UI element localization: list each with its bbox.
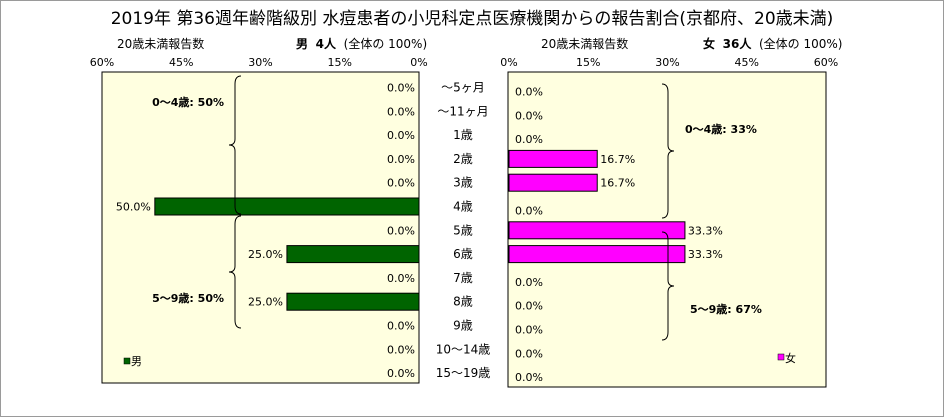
male-legend-label: 男: [131, 355, 142, 368]
male-value-label: 25.0%: [248, 296, 283, 309]
male-bar: [286, 292, 420, 311]
female-value-label: 0.0%: [515, 347, 543, 360]
female-value-label: 16.7%: [600, 177, 635, 190]
female-legend-swatch: [777, 353, 785, 361]
female-bar: [508, 173, 598, 192]
male-brace-0-4: [228, 75, 242, 215]
female-tick-label: 60%: [814, 56, 838, 69]
female-value-label: 0.0%: [515, 133, 543, 146]
male-value-label: 0.0%: [387, 105, 415, 118]
category-label: 3歳: [453, 176, 473, 190]
category-label: 8歳: [453, 295, 473, 309]
male-value-label: 0.0%: [387, 272, 415, 285]
male-value-label: 0.0%: [387, 82, 415, 95]
male-tick-label: 45%: [169, 56, 193, 69]
male-bar: [154, 197, 420, 216]
male-value-label: 50.0%: [116, 201, 151, 214]
male-tick-label: 15%: [328, 56, 352, 69]
female-legend-label: 女: [785, 351, 796, 365]
male-count: 4人: [315, 37, 337, 51]
female-bar: [508, 149, 598, 168]
female-brace-5-9: [661, 231, 675, 341]
category-label: 1歳: [453, 128, 473, 142]
male-value-label: 0.0%: [387, 177, 415, 190]
category-label: 9歳: [453, 319, 473, 333]
female-annotation-5-9: 5〜9歳: 67%: [690, 302, 762, 316]
chart-title: 2019年 第36週年齢階級別 水痘患者の小児科定点医療機関からの報告割合(京都…: [110, 9, 834, 29]
female-sex-label: 女 36人 (全体の 100%): [703, 35, 843, 52]
female-value-label: 0.0%: [515, 371, 543, 384]
female-total: (全体の 100%): [759, 37, 843, 51]
female-annotation-0-4: 0〜4歳: 33%: [685, 122, 757, 136]
female-count: 36人: [722, 37, 752, 51]
female-sex: 女: [703, 37, 716, 51]
male-total: (全体の 100%): [343, 37, 428, 51]
male-value-label: 0.0%: [387, 367, 415, 380]
female-bar: [508, 245, 686, 264]
male-annotation-0-4: 0〜4歳: 50%: [152, 95, 224, 109]
female-value-label: 0.0%: [515, 300, 543, 313]
female-tick-label: 0%: [500, 56, 517, 69]
category-label: 2歳: [453, 152, 473, 166]
category-label: 5歳: [453, 223, 473, 237]
female-value-label: 0.0%: [515, 109, 543, 122]
female-value-label: 33.3%: [688, 248, 723, 261]
category-label: 10〜14歳: [436, 342, 491, 356]
male-value-label: 0.0%: [387, 224, 415, 237]
male-count-label: 20歳未満報告数: [117, 37, 205, 51]
male-legend-swatch: [123, 357, 131, 365]
male-tick-label: 60%: [90, 56, 114, 69]
male-sex-label: 男 4人 (全体の 100%): [296, 35, 427, 52]
male-annotation-5-9: 5〜9歳: 50%: [152, 291, 224, 305]
female-brace-0-4: [661, 83, 675, 219]
female-value-label: 0.0%: [515, 324, 543, 337]
male-value-label: 25.0%: [248, 248, 283, 261]
category-label: 〜11ヶ月: [437, 104, 488, 118]
male-value-label: 0.0%: [387, 129, 415, 142]
male-sex: 男: [296, 37, 309, 51]
male-value-label: 0.0%: [387, 153, 415, 166]
male-value-label: 0.0%: [387, 320, 415, 333]
female-count-label: 20歳未満報告数: [541, 37, 629, 51]
male-bar: [286, 245, 420, 264]
female-value-label: 0.0%: [515, 86, 543, 99]
female-tick-label: 45%: [735, 56, 759, 69]
category-label: 4歳: [453, 200, 473, 214]
category-label: 6歳: [453, 247, 473, 261]
female-bar: [508, 221, 686, 240]
male-brace-5-9: [228, 215, 242, 329]
female-value-label: 33.3%: [688, 224, 723, 237]
male-value-label: 0.0%: [387, 343, 415, 356]
category-label: 〜5ヶ月: [441, 81, 485, 95]
female-tick-label: 30%: [655, 56, 679, 69]
category-label: 15〜19歳: [436, 366, 491, 380]
category-label: 7歳: [453, 271, 473, 285]
male-tick-label: 30%: [248, 56, 272, 69]
female-value-label: 0.0%: [515, 276, 543, 289]
female-tick-label: 15%: [576, 56, 600, 69]
female-value-label: 16.7%: [600, 153, 635, 166]
male-plot-area: [101, 71, 420, 384]
male-tick-label: 0%: [410, 56, 427, 69]
female-value-label: 0.0%: [515, 205, 543, 218]
